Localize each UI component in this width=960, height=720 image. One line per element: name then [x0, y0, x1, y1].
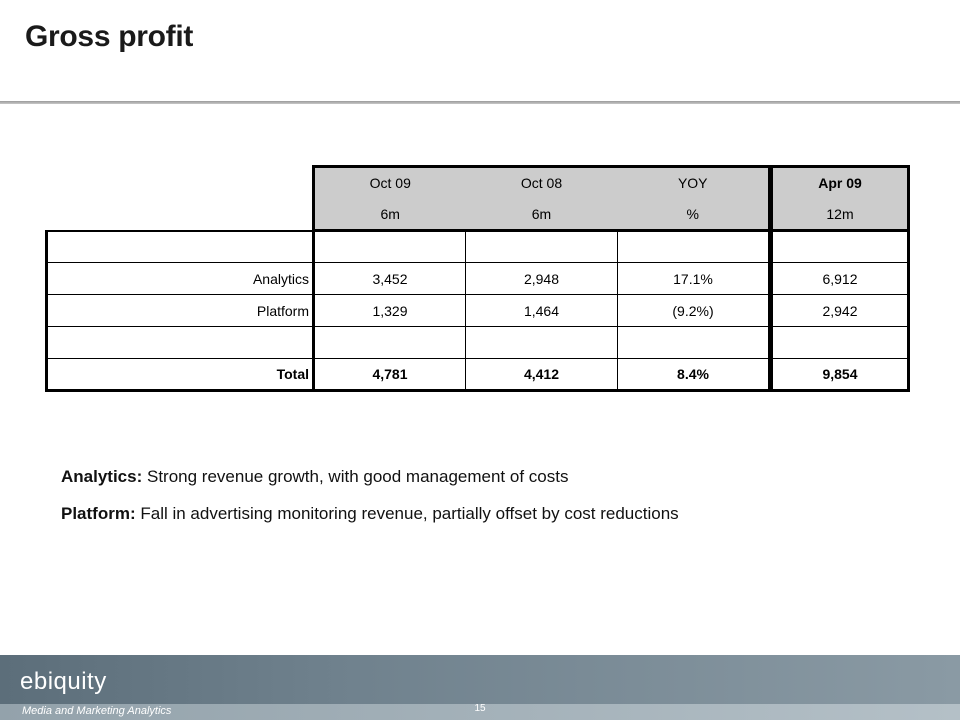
row-value-yoy: 17.1%	[617, 262, 771, 295]
header-yoy: YOY	[617, 165, 771, 199]
note-label: Analytics:	[61, 467, 143, 486]
header-oct08: Oct 08	[465, 165, 618, 199]
gross-profit-table: Oct 09 Oct 08 YOY 6m 6m % Analytics 3,45…	[45, 165, 771, 392]
header-oct09: Oct 09	[312, 165, 466, 199]
row-value-oct09	[312, 229, 466, 263]
row-label: Total	[45, 358, 314, 392]
row-value-apr09: 6,912	[770, 262, 910, 295]
header-blank-cell	[47, 167, 314, 199]
note-analytics: Analytics: Strong revenue growth, with g…	[61, 458, 679, 495]
table-row-total: Total 4,781 4,412 8.4%	[45, 358, 771, 392]
commentary: Analytics: Strong revenue growth, with g…	[61, 458, 679, 532]
page-number: 15	[474, 703, 486, 714]
row-value-yoy	[617, 326, 771, 359]
table-row: 2,942	[770, 294, 910, 327]
full-year-table: Apr 09 12m 6,912 2,942 9,854	[770, 165, 910, 392]
title-divider	[0, 101, 960, 104]
row-value-yoy: (9.2%)	[617, 294, 771, 327]
subheader-blank-cell	[47, 199, 314, 231]
company-logo: ebiquity	[20, 668, 107, 695]
table-row: Analytics 3,452 2,948 17.1%	[45, 262, 771, 295]
subheader-oct08: 6m	[465, 198, 618, 231]
row-value-apr09: 9,854	[770, 358, 910, 392]
subheader-apr09: 12m	[770, 198, 910, 231]
footer-bar: ebiquity Media and Marketing Analytics	[0, 655, 960, 720]
row-value-apr09: 2,942	[770, 294, 910, 327]
row-value-oct08: 2,948	[465, 262, 618, 295]
row-label: Platform	[45, 294, 314, 327]
row-value-apr09	[770, 229, 910, 263]
row-value-apr09	[770, 326, 910, 359]
table-row: 6,912	[770, 262, 910, 295]
table-subheader-row: 6m 6m %	[47, 198, 771, 231]
note-text: Fall in advertising monitoring revenue, …	[140, 504, 679, 523]
table-row: Platform 1,329 1,464 (9.2%)	[45, 294, 771, 327]
row-value-oct09: 4,781	[312, 358, 466, 392]
row-value-oct09: 3,452	[312, 262, 466, 295]
subheader-oct09: 6m	[312, 198, 466, 231]
row-value-oct09: 1,329	[312, 294, 466, 327]
table-row	[45, 229, 771, 263]
row-label	[45, 229, 314, 263]
row-label	[45, 326, 314, 359]
table-header-row: Oct 09 Oct 08 YOY	[47, 165, 771, 199]
row-value-yoy	[617, 229, 771, 263]
table-row	[770, 326, 910, 359]
row-value-oct09	[312, 326, 466, 359]
table-row	[770, 229, 910, 263]
row-value-oct08	[465, 326, 618, 359]
note-platform: Platform: Fall in advertising monitoring…	[61, 495, 679, 532]
page-title: Gross profit	[25, 20, 194, 53]
company-tagline: Media and Marketing Analytics	[22, 705, 172, 717]
footer-stripe	[0, 704, 960, 720]
side-header-row: Apr 09	[770, 165, 910, 199]
side-subheader-row: 12m	[770, 198, 910, 231]
table-row	[45, 326, 771, 359]
note-text: Strong revenue growth, with good managem…	[146, 467, 569, 486]
row-value-oct08: 4,412	[465, 358, 618, 392]
header-apr09: Apr 09	[770, 165, 910, 199]
row-value-yoy: 8.4%	[617, 358, 771, 392]
note-label: Platform:	[61, 504, 136, 523]
row-label: Analytics	[45, 262, 314, 295]
subheader-yoy: %	[617, 198, 771, 231]
row-value-oct08: 1,464	[465, 294, 618, 327]
table-row-total: 9,854	[770, 358, 910, 392]
row-value-oct08	[465, 229, 618, 263]
